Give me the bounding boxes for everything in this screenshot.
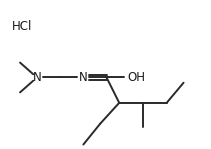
Text: HCl: HCl — [12, 20, 32, 33]
Text: OH: OH — [128, 71, 146, 84]
Text: N: N — [79, 71, 88, 84]
Text: N: N — [32, 71, 41, 84]
